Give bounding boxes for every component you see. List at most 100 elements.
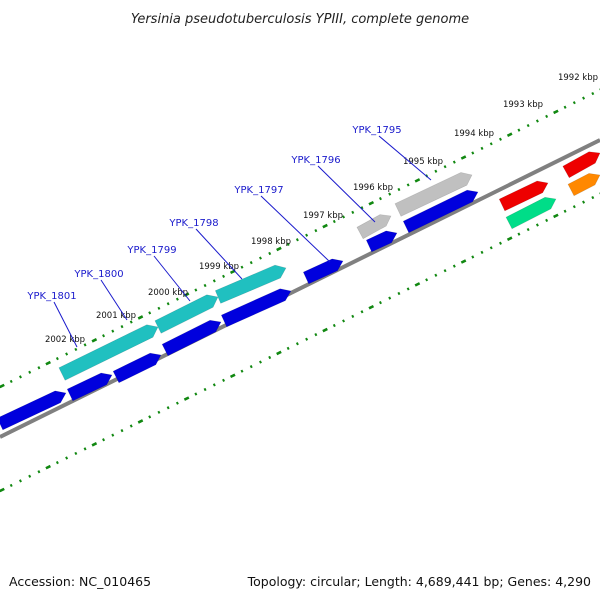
inner-tick-mark (276, 350, 282, 356)
inner-tick-mark (120, 428, 124, 433)
inner-tick-mark (45, 464, 51, 470)
inner-tick-mark (102, 438, 106, 442)
outer-tick-mark (268, 251, 272, 256)
outer-tick-mark (9, 379, 13, 384)
gene-label-leader (195, 228, 243, 280)
inner-tick-mark (545, 218, 549, 223)
inner-tick-mark (397, 291, 401, 296)
inner-tick-mark (295, 342, 299, 346)
gene-label[interactable]: YPK_1801 (26, 291, 76, 302)
gene-label[interactable]: YPK_1796 (290, 155, 340, 166)
inner-tick-mark (322, 327, 328, 333)
outer-tick-mark (286, 242, 290, 246)
inner-tick-mark (517, 232, 521, 236)
outer-tick-mark (111, 329, 115, 333)
gene-label[interactable]: YPK_1800 (73, 269, 123, 280)
outer-tick-mark (305, 233, 309, 237)
outer-tick-mark (74, 347, 78, 352)
outer-tick-mark (397, 187, 401, 192)
outer-tick-mark (517, 128, 521, 132)
inner-tick-mark (83, 447, 87, 451)
inner-tick-mark (166, 406, 170, 410)
inner-tick-mark (65, 456, 69, 460)
outer-tick-mark (258, 256, 262, 260)
gene-label[interactable]: YPK_1797 (233, 185, 283, 196)
inner-tick-mark (91, 442, 98, 447)
inner-tick-mark (240, 369, 244, 373)
gene-label[interactable]: YPK_1798 (168, 218, 218, 229)
inner-tick-mark (443, 269, 447, 273)
inner-tick-mark (148, 415, 152, 419)
rrna-band (214, 264, 287, 304)
inner-tick-mark (249, 365, 253, 369)
outer-tick-mark (443, 165, 447, 169)
outer-tick-mark (499, 137, 502, 141)
inner-tick-mark (582, 200, 586, 204)
inner-tick-mark (0, 487, 5, 493)
tick-label: 2001 kbp (96, 311, 136, 321)
outer-tick-mark (582, 96, 586, 100)
outer-tick-mark (572, 101, 576, 105)
cds-arrow (112, 352, 162, 384)
outer-tick-mark (37, 366, 41, 370)
inner-tick-mark (342, 319, 346, 323)
gene-label[interactable]: YPK_1795 (351, 125, 401, 136)
outer-tick-mark (157, 306, 161, 310)
cds-arrow (402, 189, 479, 234)
tick-label: 1994 kbp (454, 129, 494, 139)
inner-tick-mark (175, 401, 179, 405)
outer-tick-mark (506, 132, 513, 137)
outer-tick-mark (212, 279, 216, 283)
outer-tick-mark (65, 352, 69, 356)
outer-tick-mark (137, 315, 144, 320)
tick-label: 1999 kbp (199, 262, 239, 272)
tick-label: 1993 kbp (503, 100, 543, 110)
outer-tick-mark (414, 178, 421, 183)
rrna-band (154, 294, 219, 334)
outer-tick-mark (332, 219, 336, 224)
cds-arrow (161, 319, 222, 357)
inner-tick-mark (425, 278, 429, 282)
outer-tick-mark (452, 160, 456, 164)
outer-tick-mark (322, 223, 328, 229)
gene-features (0, 151, 600, 431)
inner-tick-mark (553, 213, 559, 219)
tick-label: 1992 kbp (558, 73, 598, 83)
inner-tick-mark (157, 410, 161, 414)
inner-tick-mark (460, 259, 467, 264)
outer-tick-mark (489, 142, 493, 146)
pseudogene-arrow (356, 214, 392, 240)
outer-tick-mark (591, 91, 595, 96)
outer-tick-mark (203, 283, 207, 288)
inner-tick-mark (74, 451, 78, 456)
outer-tick-mark (553, 109, 559, 115)
pseudogene-arrow (394, 172, 473, 217)
outer-tick-mark (471, 151, 475, 155)
inner-tick-mark (194, 392, 198, 396)
inner-tick-mark (388, 296, 392, 300)
outer-tick-mark (222, 274, 226, 278)
gene-label-leader (317, 165, 376, 223)
outer-tick-mark (480, 146, 484, 151)
map-title: Yersinia pseudotuberculosis YPIII, compl… (131, 12, 469, 27)
inner-tick-mark (37, 470, 41, 474)
outer-tick-mark (351, 210, 355, 214)
outer-tick-mark (295, 238, 299, 242)
inner-tick-mark (434, 273, 438, 277)
outer-tick-mark (460, 155, 467, 160)
inner-tick-mark (9, 483, 13, 488)
inner-tick-mark (286, 346, 290, 350)
inner-tick-mark (111, 433, 115, 437)
inner-tick-mark (489, 246, 493, 250)
inner-tick-mark (18, 479, 22, 483)
inner-tick-mark (137, 419, 144, 424)
outer-tick-mark (18, 375, 22, 379)
inner-tick-mark (480, 250, 484, 255)
accession-text: Accession: NC_010465 (9, 574, 151, 589)
inner-tick-mark (378, 301, 382, 305)
gene-label[interactable]: YPK_1799 (126, 245, 176, 256)
outer-tick-mark (342, 215, 346, 219)
outer-tick-mark (175, 297, 179, 301)
cds-arrow (365, 230, 398, 253)
topology-text: Topology: circular; Length: 4,689,441 bp… (247, 574, 591, 589)
